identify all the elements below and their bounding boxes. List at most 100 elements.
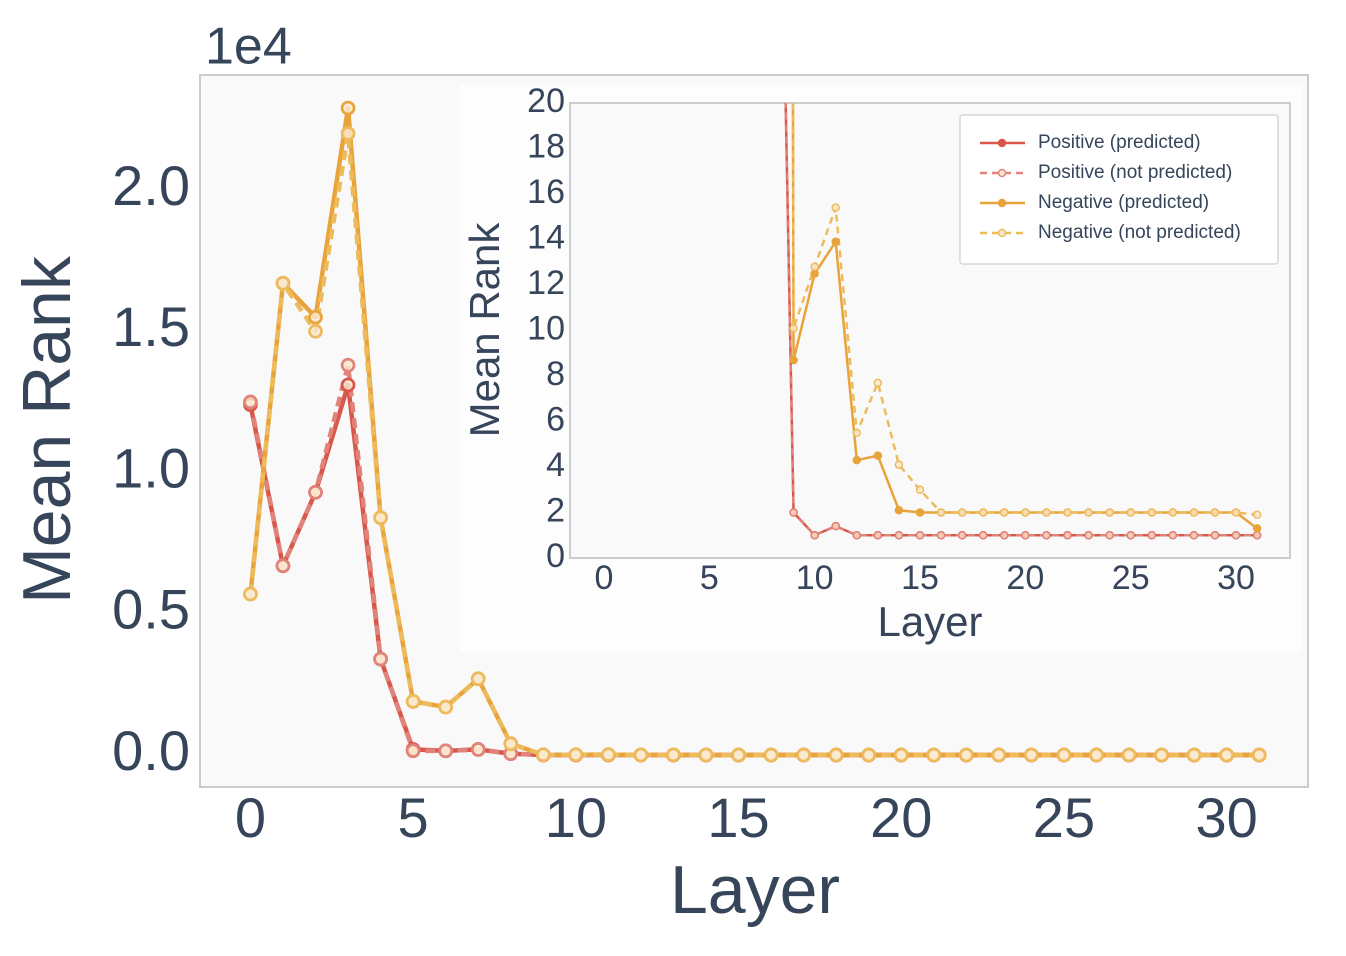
- data-point: [405, 743, 421, 759]
- data-point: [340, 357, 356, 373]
- y-tick-label: 2.0: [112, 154, 190, 217]
- data-point: [666, 747, 681, 763]
- plot-area: [569, 102, 1291, 559]
- x-tick-label: 10: [545, 786, 607, 849]
- data-point: [731, 747, 746, 763]
- y-tick-label: 1.5: [112, 295, 190, 358]
- data-point: [1252, 510, 1262, 520]
- data-point: [831, 521, 840, 531]
- x-tick-label: 25: [1033, 786, 1095, 849]
- y-tick-label: 16: [527, 173, 565, 211]
- data-point: [1210, 508, 1220, 517]
- data-point: [1063, 531, 1072, 540]
- x-tick-label: 20: [1006, 559, 1044, 597]
- legend-box: [959, 114, 1279, 265]
- data-point: [991, 747, 1007, 763]
- data-point: [1231, 531, 1241, 540]
- data-point: [633, 747, 649, 763]
- data-point: [810, 269, 819, 278]
- data-point: [275, 275, 291, 291]
- legend-label: Negative (predicted): [1038, 192, 1209, 213]
- data-point: [1021, 508, 1030, 517]
- data-point: [1168, 508, 1178, 517]
- data-point: [1231, 508, 1241, 517]
- data-point: [1042, 531, 1051, 540]
- x-tick-label: 15: [901, 559, 939, 597]
- data-point: [275, 558, 291, 574]
- x-tick-label: 0: [235, 786, 266, 849]
- data-point: [894, 460, 904, 469]
- data-point: [1105, 508, 1114, 517]
- x-tick-label: 5: [398, 786, 429, 849]
- data-point: [789, 355, 798, 365]
- data-point: [1121, 747, 1137, 763]
- data-point: [893, 747, 909, 763]
- x-tick-label: 30: [1217, 559, 1255, 597]
- legend-label: Positive (predicted): [1038, 132, 1201, 153]
- data-point: [438, 699, 454, 715]
- y-tick-label: 4: [546, 446, 565, 484]
- legend-marker: [997, 198, 1007, 208]
- data-point: [957, 508, 967, 517]
- data-point: [958, 747, 974, 763]
- legend-marker: [997, 168, 1007, 178]
- data-point: [340, 100, 356, 116]
- data-point: [796, 747, 811, 763]
- data-point: [915, 508, 925, 517]
- data-point: [873, 378, 883, 388]
- data-point: [698, 747, 714, 763]
- data-point: [1252, 531, 1262, 540]
- data-point: [308, 323, 323, 339]
- data-point: [1063, 508, 1072, 517]
- y-tick-label: 20: [527, 82, 565, 120]
- data-point: [1189, 508, 1199, 517]
- data-point: [1126, 508, 1135, 517]
- x-tick-label: 0: [594, 559, 613, 597]
- y-tick-label: 0: [546, 537, 565, 575]
- data-point: [340, 126, 356, 141]
- y-tick-label: 10: [527, 309, 565, 347]
- data-point: [340, 377, 356, 393]
- data-point: [831, 203, 840, 212]
- y-tick-label: 18: [527, 127, 565, 165]
- data-point: [1000, 531, 1009, 540]
- data-point: [308, 309, 323, 325]
- legend-label: Negative (not predicted): [1038, 222, 1241, 243]
- data-point: [936, 531, 946, 540]
- data-point: [1084, 531, 1093, 540]
- data-point: [1000, 508, 1009, 517]
- data-point: [470, 742, 486, 757]
- data-point: [915, 485, 925, 494]
- data-point: [852, 455, 862, 465]
- data-point: [405, 694, 421, 709]
- y-tick-label: 0.0: [112, 719, 190, 782]
- data-point: [1252, 524, 1262, 533]
- plot-layer: [243, 100, 1267, 763]
- x-axis-label: Layer: [670, 852, 840, 928]
- data-point: [568, 747, 584, 763]
- y-axis-label: Mean Rank: [9, 255, 85, 604]
- data-point: [308, 484, 323, 500]
- data-point: [1089, 747, 1104, 763]
- data-point: [1126, 531, 1135, 540]
- data-point: [828, 747, 844, 763]
- data-point: [831, 237, 840, 247]
- data-point: [503, 736, 519, 752]
- data-point: [810, 262, 819, 272]
- x-tick-label: 15: [707, 786, 769, 849]
- plot-layer: [784, 103, 1262, 540]
- y-tick-label: 6: [546, 400, 565, 438]
- data-point: [763, 747, 779, 763]
- data-point: [915, 531, 925, 540]
- data-point: [601, 747, 616, 762]
- y-tick-label: 1.0: [112, 436, 190, 499]
- data-point: [470, 671, 486, 687]
- data-point: [1056, 747, 1072, 763]
- data-point: [1168, 531, 1178, 540]
- y-tick-label: 14: [527, 218, 565, 256]
- data-point: [852, 531, 862, 540]
- x-tick-label: 5: [700, 559, 719, 597]
- data-point: [1042, 508, 1051, 517]
